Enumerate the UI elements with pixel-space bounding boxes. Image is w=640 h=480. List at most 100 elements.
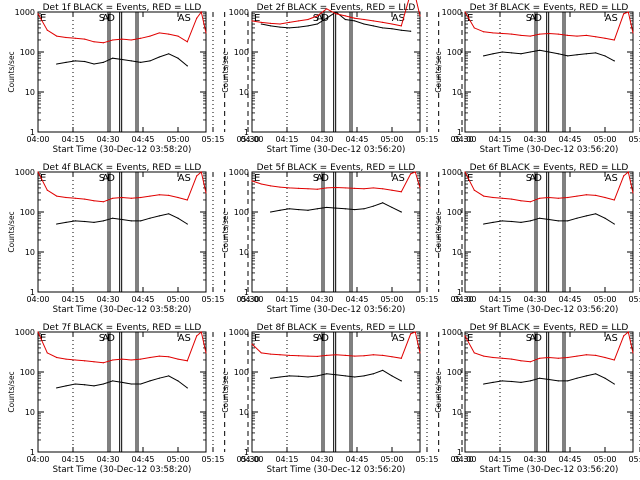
data-point xyxy=(511,198,513,200)
panel-title: Det 2f BLACK = Events, RED = LLD xyxy=(257,3,416,13)
data-point xyxy=(158,32,160,34)
data-point xyxy=(400,380,402,382)
data-point xyxy=(46,352,48,354)
flag-label: D xyxy=(321,13,329,24)
data-point xyxy=(186,65,188,67)
data-point xyxy=(557,220,559,222)
x-axis-label: Start Time (30-Dec-12 03:56:20) xyxy=(267,305,406,315)
data-point xyxy=(149,60,151,62)
series-line-red-lld xyxy=(464,171,634,203)
data-point xyxy=(149,356,151,359)
data-point xyxy=(529,361,531,363)
data-point xyxy=(177,358,179,360)
data-point xyxy=(130,359,132,361)
data-point xyxy=(326,8,328,10)
data-point xyxy=(492,32,494,34)
data-point xyxy=(548,378,550,381)
data-point xyxy=(511,52,513,54)
data-point xyxy=(56,195,58,197)
data-point xyxy=(74,60,76,62)
data-point xyxy=(279,23,281,25)
x-tick-label: 04:00 xyxy=(26,135,49,144)
x-tick-label: 04:15 xyxy=(61,135,84,144)
x-axis-label: Start Time (30-Dec-12 03:56:20) xyxy=(480,145,619,155)
data-point xyxy=(511,380,513,383)
data-point xyxy=(464,11,466,13)
flag-label: D xyxy=(321,333,329,344)
data-point xyxy=(121,218,123,221)
data-point xyxy=(56,35,58,37)
panel-title: Det 3f BLACK = Events, RED = LLD xyxy=(470,3,629,13)
data-point xyxy=(307,209,309,211)
data-point xyxy=(623,13,625,15)
data-point xyxy=(400,25,402,27)
data-point xyxy=(279,354,281,356)
data-point xyxy=(130,220,132,222)
data-point xyxy=(316,23,318,25)
data-point xyxy=(604,55,606,57)
x-tick-label: 04:45 xyxy=(131,455,154,464)
flag-label: A xyxy=(316,173,323,184)
data-point xyxy=(149,35,151,37)
data-point xyxy=(595,194,597,197)
chart-panel-8: Det 8f BLACK = Events, RED = LLD11010010… xyxy=(221,323,474,475)
data-point xyxy=(74,220,76,222)
data-point xyxy=(400,357,402,359)
data-point xyxy=(335,374,337,376)
data-point xyxy=(93,361,95,363)
data-point xyxy=(112,359,114,361)
data-point xyxy=(382,27,384,29)
data-point xyxy=(177,380,179,382)
flag-label: S xyxy=(526,173,532,184)
data-point xyxy=(140,358,142,360)
data-point xyxy=(483,355,485,357)
y-tick-label: 1000 xyxy=(442,168,462,177)
x-axis-label: Start Time (30-Dec-12 03:56:20) xyxy=(267,145,406,155)
data-point xyxy=(419,352,421,354)
data-point xyxy=(37,171,39,173)
y-tick-label: 10 xyxy=(452,408,462,417)
data-point xyxy=(65,36,67,39)
data-point xyxy=(307,355,309,357)
data-point xyxy=(140,196,142,199)
data-point xyxy=(585,194,587,196)
y-tick-label: 10 xyxy=(25,88,35,97)
data-point xyxy=(279,209,281,211)
data-point xyxy=(391,206,393,209)
x-tick-label: 05:30 xyxy=(236,295,259,304)
flag-label: S xyxy=(526,333,532,344)
data-point xyxy=(177,196,179,199)
data-point xyxy=(419,187,421,189)
flag-label: S xyxy=(611,333,617,344)
x-tick-label: 05:15 xyxy=(201,295,224,304)
data-point xyxy=(604,196,606,199)
flag-label: E xyxy=(40,13,46,24)
data-point xyxy=(168,194,170,197)
flag-label: E xyxy=(40,333,46,344)
x-tick-label: 04:15 xyxy=(61,455,84,464)
data-point xyxy=(632,32,634,34)
data-point xyxy=(464,335,466,337)
data-point xyxy=(511,33,513,35)
data-point xyxy=(279,376,281,378)
data-point xyxy=(520,221,522,223)
data-point xyxy=(344,187,346,189)
data-point xyxy=(391,375,393,377)
x-tick-label: 04:15 xyxy=(275,455,298,464)
x-tick-label: 04:15 xyxy=(61,295,84,304)
data-point xyxy=(158,377,160,379)
data-point xyxy=(298,355,300,357)
data-point xyxy=(400,191,402,193)
flag-label: A xyxy=(178,173,185,184)
y-axis-label: Counts/sec xyxy=(221,51,230,92)
data-point xyxy=(410,173,412,175)
chart-panel-1: Det 1f BLACK = Events, RED = LLD11010010… xyxy=(7,3,260,155)
data-point xyxy=(186,199,188,201)
flag-label: E xyxy=(467,13,473,24)
data-point xyxy=(520,34,522,37)
data-point xyxy=(149,380,151,382)
data-point xyxy=(567,55,569,57)
panel-title: Det 9f BLACK = Events, RED = LLD xyxy=(470,323,629,333)
flag-label: E xyxy=(467,173,473,184)
data-point xyxy=(65,196,67,199)
